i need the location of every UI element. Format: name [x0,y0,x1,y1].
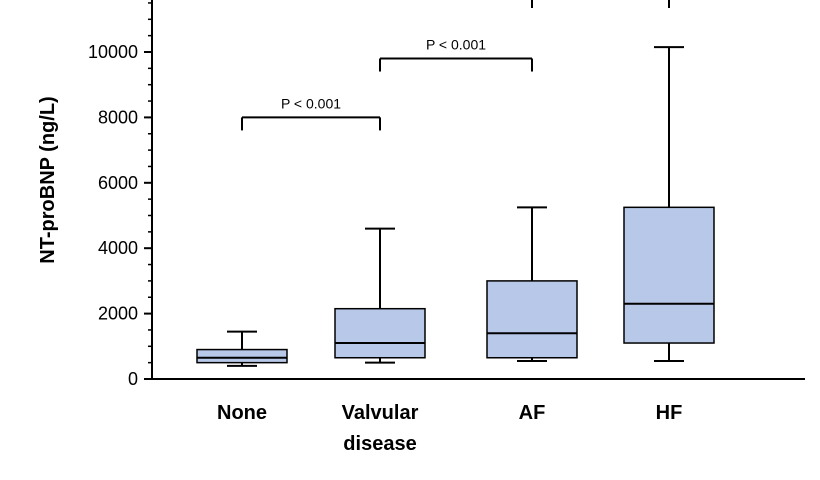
x-tick-label: None [217,402,267,424]
box [486,280,578,359]
x-tick-label: disease [343,433,416,455]
box [334,307,426,359]
y-tick-label: 0 [128,369,138,389]
p-value-label: P < 0.001 [281,95,341,111]
significance-bracket [241,116,381,131]
box-group [334,227,426,364]
y-tick-label: 6000 [98,173,138,193]
box [196,348,288,364]
x-tick-label: HF [656,402,683,424]
p-value-label: P < 0.001 [426,37,486,53]
y-tick-label: 2000 [98,304,138,324]
y-tick-label: 10000 [88,42,138,62]
significance-bracket [379,57,533,72]
box [623,206,715,344]
y-tick-label: 8000 [98,107,138,127]
x-tick-label: Valvular [342,402,419,424]
y-tick-label: 4000 [98,238,138,258]
box-group [486,206,578,363]
box-group [623,46,715,363]
y-axis-label: NT-proBNP (ng/L) [37,96,59,263]
x-tick-label: AF [519,402,546,424]
box-group [196,330,288,367]
cropped-bracket [531,0,670,8]
